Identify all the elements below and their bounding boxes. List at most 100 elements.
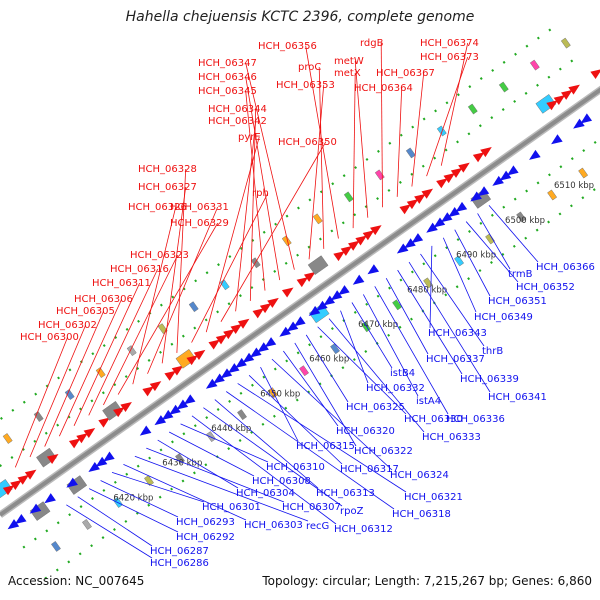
forward-gene-arrow [142, 386, 154, 397]
forward-gene-arrow [76, 433, 88, 444]
feature-mark [64, 389, 75, 401]
forward-gene-label: HCH_06373 [420, 52, 479, 63]
forward-label-leader [305, 45, 339, 239]
reverse-gene-arrow [448, 207, 460, 218]
feature-mark [144, 475, 154, 487]
reverse-gene-arrow [433, 217, 446, 228]
forward-gene-label: HCH_06323 [130, 250, 189, 261]
reverse-label-leader [362, 294, 419, 397]
tick-label: 6480 kbp [407, 285, 447, 295]
forward-gene-arrow [208, 339, 221, 350]
reverse-gene-arrow [455, 201, 468, 212]
forward-gene-arrow [24, 469, 37, 480]
forward-gene-arrow [83, 427, 96, 438]
feature-mark [343, 191, 354, 203]
reverse-gene-arrow [367, 264, 380, 275]
reverse-gene-label: thrB [482, 346, 503, 357]
reverse-gene-arrow [529, 149, 541, 160]
forward-gene-label: HCH_06345 [198, 86, 257, 97]
forward-gene-arrow [171, 365, 184, 376]
tick-label: 6510 kbp [554, 181, 594, 191]
feature-mark [2, 433, 13, 444]
feature-mark [95, 367, 106, 379]
feature-mark [423, 277, 434, 289]
reverse-label-leader [374, 286, 449, 415]
forward-label-leader [352, 72, 356, 229]
reverse-gene-arrow [242, 352, 255, 363]
feature-mark [237, 409, 248, 421]
reverse-gene-arrow [154, 415, 167, 426]
forward-gene-arrow [560, 89, 573, 100]
reverse-gene-arrow [411, 233, 424, 244]
reverse-gene-arrow [396, 243, 409, 254]
reverse-gene-arrow [338, 285, 350, 296]
forward-gene-label: HCH_06344 [208, 104, 267, 115]
forward-label-leader [147, 206, 219, 374]
reverse-label-leader [226, 391, 395, 510]
reverse-gene-arrow [88, 461, 100, 472]
tick-label: 6430 kbp [162, 459, 202, 469]
reverse-gene-arrow [169, 404, 181, 415]
tick-label: 6500 kbp [505, 216, 545, 226]
forward-label-leader [117, 222, 219, 395]
forward-gene-label: HCH_06326 [128, 202, 187, 213]
forward-gene-arrow [149, 381, 162, 392]
forward-label-leader [59, 298, 123, 437]
forward-gene-label: HCH_06346 [198, 72, 257, 83]
feature-mark [467, 103, 478, 115]
tick-label: 6440 kbp [211, 424, 251, 434]
forward-gene-arrow [399, 204, 412, 215]
forward-gene-label: HCH_06331 [170, 202, 229, 213]
reverse-label-leader [248, 375, 343, 465]
forward-gene-arrow [406, 199, 419, 210]
forward-gene-arrow [120, 401, 132, 412]
reverse-gene-arrow [205, 378, 218, 389]
reverse-gene-label: HCH_06308 [252, 476, 311, 487]
forward-gene-arrow [348, 240, 360, 251]
feature-mark [516, 211, 527, 223]
forward-gene-arrow [370, 225, 382, 236]
reverse-gene-arrow [352, 274, 365, 285]
forward-label-leader [88, 268, 159, 416]
reverse-gene-arrow [551, 134, 563, 145]
reverse-gene-label: HCH_06343 [428, 328, 487, 339]
dotted-guide [0, 22, 560, 421]
forward-gene-box [307, 255, 329, 276]
reverse-label-leader [271, 358, 393, 471]
reverse-gene-label: HCH_06332 [366, 383, 425, 394]
reverse-gene-label: HCH_06325 [346, 402, 405, 413]
forward-label-leader [308, 84, 325, 260]
forward-gene-label: HCH_06350 [278, 137, 337, 148]
tick-label: 6450 kbp [260, 389, 300, 399]
forward-gene-arrow [436, 178, 448, 189]
forward-gene-label: HCH_06300 [20, 332, 79, 343]
forward-gene-label: pyrE [238, 132, 261, 143]
reverse-gene-arrow [323, 295, 335, 306]
reverse-label-leader [100, 480, 179, 518]
reverse-label-leader [465, 221, 519, 283]
forward-gene-arrow [355, 235, 367, 246]
reverse-gene-label: HCH_06341 [488, 392, 547, 403]
tick-label: 6470 kbp [358, 320, 398, 330]
reverse-gene-label: HCH_06351 [488, 296, 547, 307]
forward-gene-arrow [303, 271, 316, 282]
reverse-gene-arrow [492, 175, 504, 186]
reverse-gene-label: recG [306, 521, 329, 532]
reverse-label-leader [157, 439, 239, 489]
forward-gene-label: metW [334, 56, 364, 67]
reverse-gene-arrow [95, 456, 108, 467]
forward-gene-label: HCH_06374 [420, 38, 479, 49]
forward-gene-arrow [553, 95, 566, 106]
forward-gene-label: HCH_06353 [276, 80, 335, 91]
reverse-gene-label: HCH_06337 [426, 354, 485, 365]
forward-gene-box [175, 348, 197, 369]
reverse-gene-label: HCH_06304 [236, 488, 295, 499]
reverse-gene-label: istA4 [416, 396, 441, 407]
feature-mark [560, 37, 571, 49]
reverse-gene-label: HCH_06313 [316, 488, 375, 499]
forward-gene-label: HCH_06302 [38, 320, 97, 331]
forward-gene-arrow [267, 297, 279, 308]
reverse-gene-arrow [470, 191, 482, 202]
forward-label-leader [380, 42, 383, 208]
forward-gene-arrow [193, 349, 206, 360]
